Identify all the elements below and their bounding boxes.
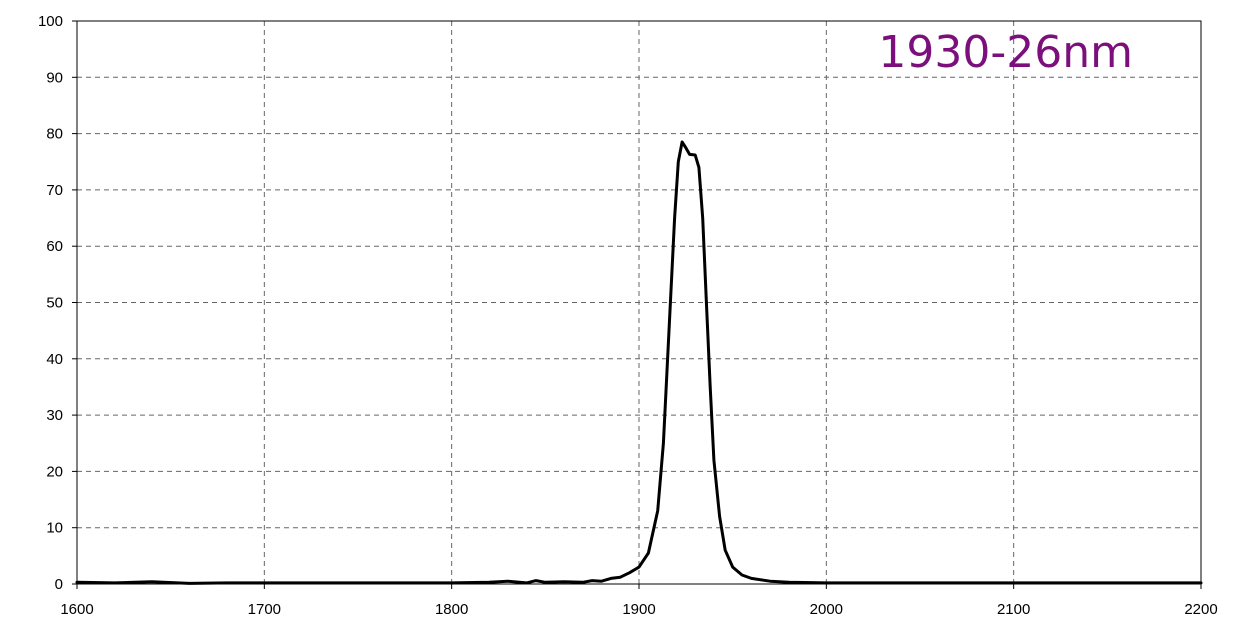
chart-annotation: 1930-26nm [878, 27, 1133, 78]
y-tick-label: 0 [55, 576, 63, 593]
y-tick-label: 70 [46, 182, 63, 199]
x-tick-label: 1800 [435, 601, 468, 618]
y-tick-label: 30 [46, 407, 63, 424]
y-axis-ticks: 0 10 20 30 40 50 60 70 80 90 100 [38, 13, 77, 593]
x-axis-ticks: 1600 1700 1800 1900 2000 2100 2200 [60, 584, 1218, 618]
grid [77, 21, 1201, 584]
y-tick-label: 10 [46, 520, 63, 537]
x-tick-label: 2000 [810, 601, 843, 618]
series-line [75, 140, 1203, 585]
y-tick-label: 40 [46, 351, 63, 368]
x-tick-label: 2100 [997, 601, 1030, 618]
y-tick-label: 80 [46, 126, 63, 143]
y-tick-label: 90 [46, 69, 63, 86]
y-tick-label: 100 [38, 13, 63, 30]
y-tick-label: 20 [46, 463, 63, 480]
x-tick-label: 1600 [60, 601, 93, 618]
y-tick-label: 60 [46, 238, 63, 255]
x-tick-label: 2200 [1184, 601, 1217, 618]
x-tick-label: 1900 [622, 601, 655, 618]
x-tick-label: 1700 [248, 601, 281, 618]
y-tick-label: 50 [46, 295, 63, 312]
